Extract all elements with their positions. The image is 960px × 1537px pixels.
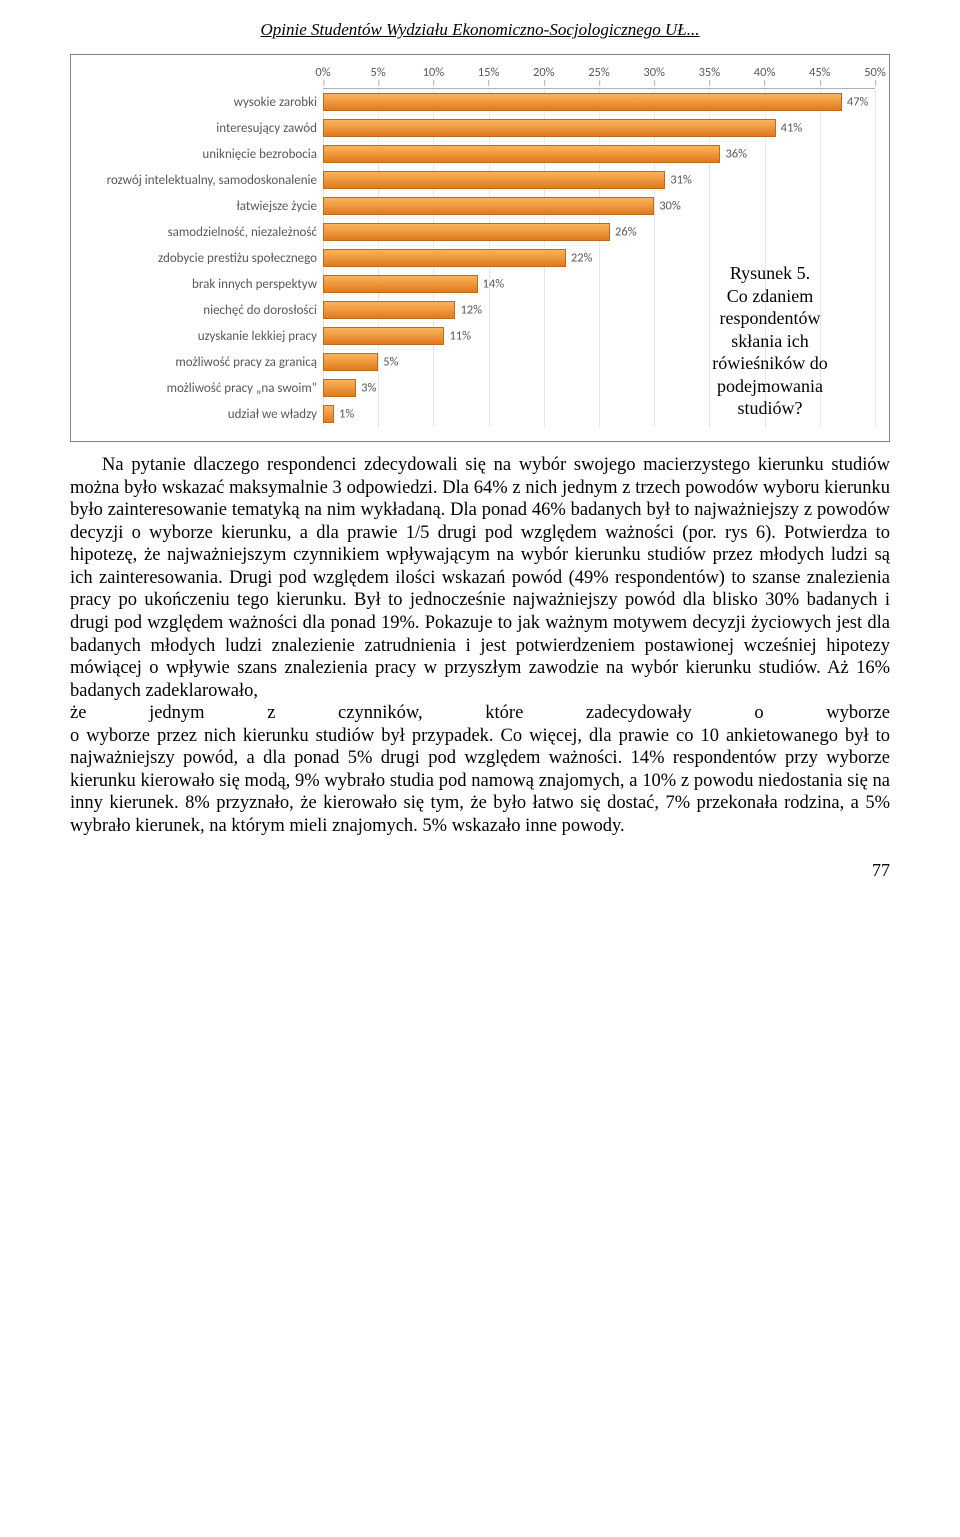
caption-line: podejmowania [650, 375, 890, 398]
bar-value-label: 31% [670, 173, 692, 188]
x-tick: 25% [588, 65, 610, 80]
x-tick: 15% [478, 65, 500, 80]
y-axis-label: brak innych perspektyw [85, 271, 317, 297]
bar-value-label: 30% [659, 199, 681, 214]
y-axis-label: uniknięcie bezrobocia [85, 141, 317, 167]
bar: 30% [323, 197, 654, 215]
x-tick: 35% [699, 65, 721, 80]
y-axis-label: samodzielność, niezależność [85, 219, 317, 245]
x-tick: 10% [423, 65, 445, 80]
bar-value-label: 41% [781, 121, 803, 136]
word: jednym [149, 702, 205, 725]
bar-row: 47% [323, 89, 875, 115]
y-axis-label: możliwość pracy za granicą [85, 349, 317, 375]
body-paragraph: Na pytanie dlaczego respondenci zdecydow… [70, 454, 890, 838]
bar-value-label: 36% [725, 147, 747, 162]
bar-row: 26% [323, 219, 875, 245]
bar-row: 36% [323, 141, 875, 167]
bar-value-label: 22% [571, 251, 593, 266]
caption-line: rówieśników do [650, 352, 890, 375]
bar: 1% [323, 405, 334, 423]
bar: 12% [323, 301, 455, 319]
bar-value-label: 1% [339, 407, 354, 422]
body-text-1: Na pytanie dlaczego respondenci zdecydow… [70, 455, 890, 701]
page-number: 77 [70, 860, 890, 881]
x-tick: 5% [371, 65, 386, 80]
y-axis-label: łatwiejsze życie [85, 193, 317, 219]
word: z [267, 702, 275, 725]
x-tick: 40% [754, 65, 776, 80]
x-tick: 20% [533, 65, 555, 80]
y-axis-label: rozwój intelektualny, samodoskonalenie [85, 167, 317, 193]
bar: 31% [323, 171, 665, 189]
bar-value-label: 11% [449, 329, 471, 344]
bar-value-label: 26% [615, 225, 637, 240]
x-tick: 0% [315, 65, 330, 80]
word: zadecydowały [586, 702, 692, 725]
bar-value-label: 47% [847, 95, 869, 110]
y-axis-label: wysokie zarobki [85, 89, 317, 115]
word: czynników, [338, 702, 423, 725]
bar: 14% [323, 275, 478, 293]
bar-value-label: 3% [361, 381, 376, 396]
bar-value-label: 14% [483, 277, 505, 292]
bar-row: 31% [323, 167, 875, 193]
x-tick: 50% [864, 65, 886, 80]
caption-line: Rysunek 5. [650, 262, 890, 285]
bar-row: 30% [323, 193, 875, 219]
bar-value-label: 12% [460, 303, 482, 318]
bar: 5% [323, 353, 378, 371]
y-axis-label: udział we władzy [85, 401, 317, 427]
y-axis-label: możliwość pracy „na swoim" [85, 375, 317, 401]
word: wyborze [826, 702, 890, 725]
justified-line: że jednym z czynników, które zadecydowały o wyb… [70, 702, 890, 725]
running-head: Opinie Studentów Wydziału Ekonomiczno-So… [70, 20, 890, 40]
word: o [754, 702, 763, 725]
figure-caption: Rysunek 5.Co zdaniemrespondentówskłania … [650, 262, 890, 420]
bar-value-label: 5% [383, 355, 398, 370]
word: które [485, 702, 523, 725]
y-axis-labels: wysokie zarobkiinteresujący zawóduniknię… [85, 65, 323, 427]
bar-row: 41% [323, 115, 875, 141]
caption-line: respondentów [650, 307, 890, 330]
y-axis-label: zdobycie prestiżu społecznego [85, 245, 317, 271]
y-axis-label: uzyskanie lekkiej pracy [85, 323, 317, 349]
bar: 3% [323, 379, 356, 397]
x-axis: 0%5%10%15%20%25%30%35%40%45%50% [323, 65, 875, 89]
bar: 41% [323, 119, 776, 137]
body-text-2: o wyborze przez nich kierunku studiów by… [70, 726, 890, 836]
y-axis-label: interesujący zawód [85, 115, 317, 141]
x-tick: 30% [643, 65, 665, 80]
bar: 26% [323, 223, 610, 241]
word: że [70, 702, 86, 725]
y-axis-label: niechęć do dorosłości [85, 297, 317, 323]
bar: 47% [323, 93, 842, 111]
bar: 11% [323, 327, 444, 345]
caption-line: skłania ich [650, 330, 890, 353]
caption-line: Co zdaniem [650, 285, 890, 308]
bar: 36% [323, 145, 720, 163]
x-tick: 45% [809, 65, 831, 80]
bar: 22% [323, 249, 566, 267]
caption-line: studiów? [650, 397, 890, 420]
